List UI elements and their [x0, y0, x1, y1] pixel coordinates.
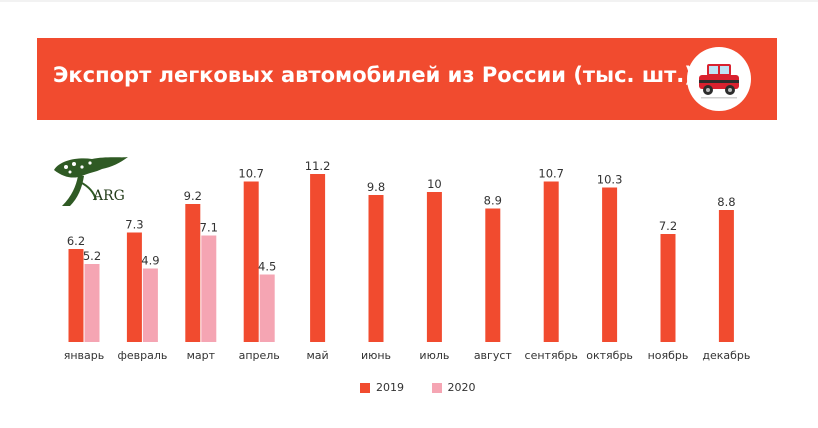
bar-2019-0 [68, 249, 84, 342]
x-tick-label-3: апрель [239, 349, 280, 362]
data-label-2020-0: 5.2 [83, 249, 101, 263]
bar-2019-10 [660, 234, 676, 342]
x-tick-label-4: май [306, 349, 328, 362]
data-label-2019-5: 9.8 [367, 180, 385, 194]
bar-2019-2 [185, 204, 201, 342]
x-tick-label-7: август [474, 349, 513, 362]
bar-2020-2 [201, 235, 217, 342]
top-divider [0, 0, 818, 2]
bar-2020-1 [142, 268, 158, 342]
x-tick-label-5: июнь [361, 349, 391, 362]
x-tick-label-9: октябрь [586, 349, 633, 362]
x-tick-label-11: декабрь [702, 349, 750, 362]
bar-2019-8 [543, 181, 559, 342]
chart-legend: 2019 2020 [360, 381, 500, 394]
data-label-2019-3: 10.7 [238, 167, 264, 181]
legend-label-2020: 2020 [447, 381, 476, 394]
legend-item-2020: 2020 [431, 381, 476, 394]
data-label-2019-9: 10.3 [597, 173, 623, 187]
logo-text: ARG [93, 188, 125, 204]
legend-item-2019: 2019 [360, 381, 404, 394]
bar-2019-3 [243, 181, 259, 342]
legend-label-2019: 2019 [376, 381, 404, 394]
x-tick-label-8: сентябрь [525, 349, 578, 362]
tree-logo-icon [54, 157, 128, 206]
bar-2020-3 [259, 274, 275, 342]
data-label-2019-11: 8.8 [717, 195, 735, 209]
bar-2019-4 [310, 174, 326, 342]
bar-2020-0 [84, 264, 100, 342]
chart-header: Экспорт легковых автомобилей из России (… [37, 38, 777, 120]
data-label-2020-3: 4.5 [258, 260, 276, 274]
data-label-2019-7: 8.9 [484, 194, 502, 208]
chart-title: Экспорт легковых автомобилей из России (… [53, 63, 694, 87]
bar-2019-6 [426, 192, 442, 342]
x-tick-label-0: январь [64, 349, 105, 362]
bar-2019-7 [485, 208, 501, 342]
legend-swatch-2020 [431, 383, 442, 393]
x-tick-label-6: июль [419, 349, 449, 362]
x-tick-label-2: март [187, 349, 216, 362]
data-label-2019-10: 7.2 [659, 219, 677, 233]
data-label-2019-8: 10.7 [538, 167, 564, 181]
car-icon [687, 47, 751, 111]
data-label-2020-1: 4.9 [141, 254, 159, 268]
bar-2019-5 [368, 195, 384, 342]
bar-2019-9 [602, 187, 618, 342]
data-label-2020-2: 7.1 [200, 221, 218, 235]
bar-2019-1 [126, 232, 142, 342]
x-tick-label-10: ноябрь [648, 349, 689, 362]
data-label-2019-0: 6.2 [67, 234, 85, 248]
data-label-2019-4: 11.2 [305, 159, 331, 173]
data-label-2019-6: 10 [427, 177, 442, 191]
legend-swatch-2019 [360, 383, 370, 393]
x-tick-label-1: февраль [117, 349, 167, 362]
data-label-2019-1: 7.3 [125, 218, 143, 232]
data-label-2019-2: 9.2 [184, 189, 202, 203]
bar-2019-11 [718, 210, 734, 342]
